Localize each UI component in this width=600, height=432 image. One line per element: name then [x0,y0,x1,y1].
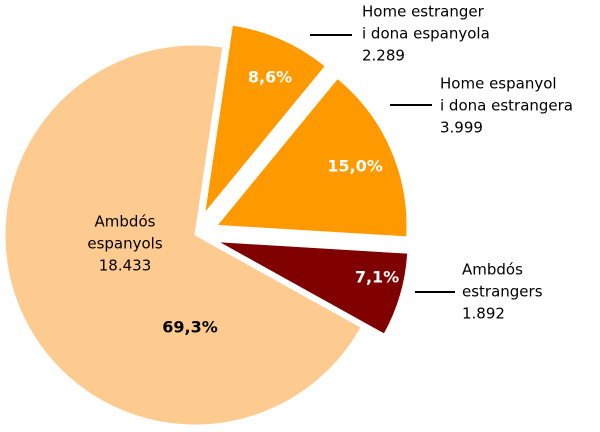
percentage-label: 7,1% [355,268,399,287]
slice-name: Ambdós [95,213,156,231]
pie-slice [217,241,409,335]
percentage-label: 15,0% [327,157,383,176]
pie-slice [203,24,326,215]
value-label: 18.433 [99,257,152,275]
slice-name: Home estranger [362,3,485,21]
value-label: 3.999 [440,119,483,137]
slice-name: Home espanyol [440,75,557,93]
pie-slice [215,77,408,238]
percentage-label: 69,3% [162,318,218,337]
slice-name: Ambdós [462,261,523,279]
value-label: 1.892 [462,305,505,323]
slice-name: espanyols [87,235,162,253]
percentage-label: 8,6% [248,68,292,87]
pie-slice [4,44,362,426]
value-label: 2.289 [362,47,405,65]
slice-name: estrangers [462,283,543,301]
slice-name: i dona espanyola [362,25,490,43]
slice-name: i dona estrangera [440,97,573,115]
